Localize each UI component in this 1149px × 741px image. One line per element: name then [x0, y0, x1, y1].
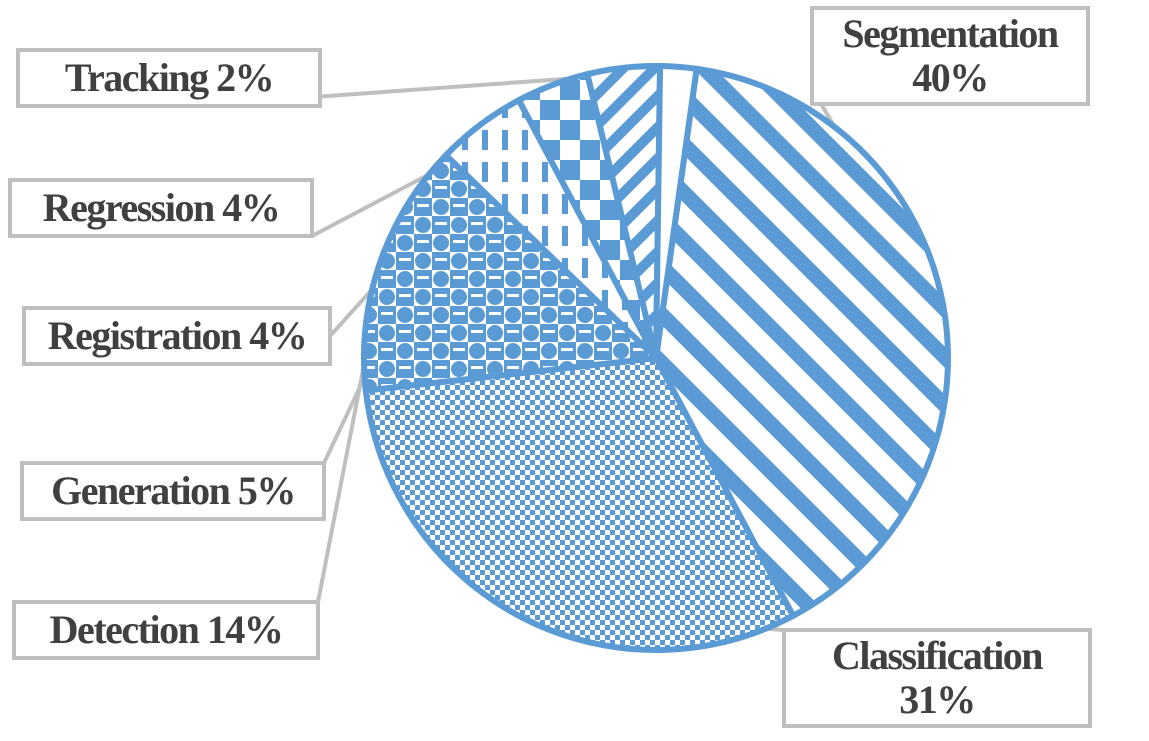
- pie-slice-segmentation: [652, 65, 951, 620]
- pie-slices: [361, 62, 951, 653]
- data-label-registration: Registration 4%: [48, 313, 307, 358]
- data-label-box-classification: [782, 628, 1092, 728]
- data-label-segmentation-name: Segmentation: [842, 11, 1059, 56]
- data-label-box-segmentation: [810, 6, 1090, 106]
- data-label-tracking: Tracking 2%: [65, 55, 273, 100]
- data-label-classification-value: 31%: [899, 677, 975, 722]
- data-label-box-tracking: [16, 48, 322, 108]
- data-label-box-registration: [22, 306, 332, 366]
- pie-slice-classification: [362, 354, 798, 653]
- data-label-classification-name: Classification: [832, 633, 1043, 678]
- data-label-generation: Generation 5%: [51, 468, 295, 513]
- data-label-box-regression: [8, 178, 314, 238]
- data-label-box-generation: [20, 461, 326, 521]
- pie-slice-tracking: [653, 62, 701, 359]
- data-label-detection: Detection 14%: [50, 607, 283, 652]
- pie-slice-detection: [361, 150, 663, 394]
- data-label-regression: Regression 4%: [43, 185, 279, 230]
- data-label-segmentation-value: 40%: [912, 55, 988, 100]
- data-label-box-detection: [12, 600, 320, 660]
